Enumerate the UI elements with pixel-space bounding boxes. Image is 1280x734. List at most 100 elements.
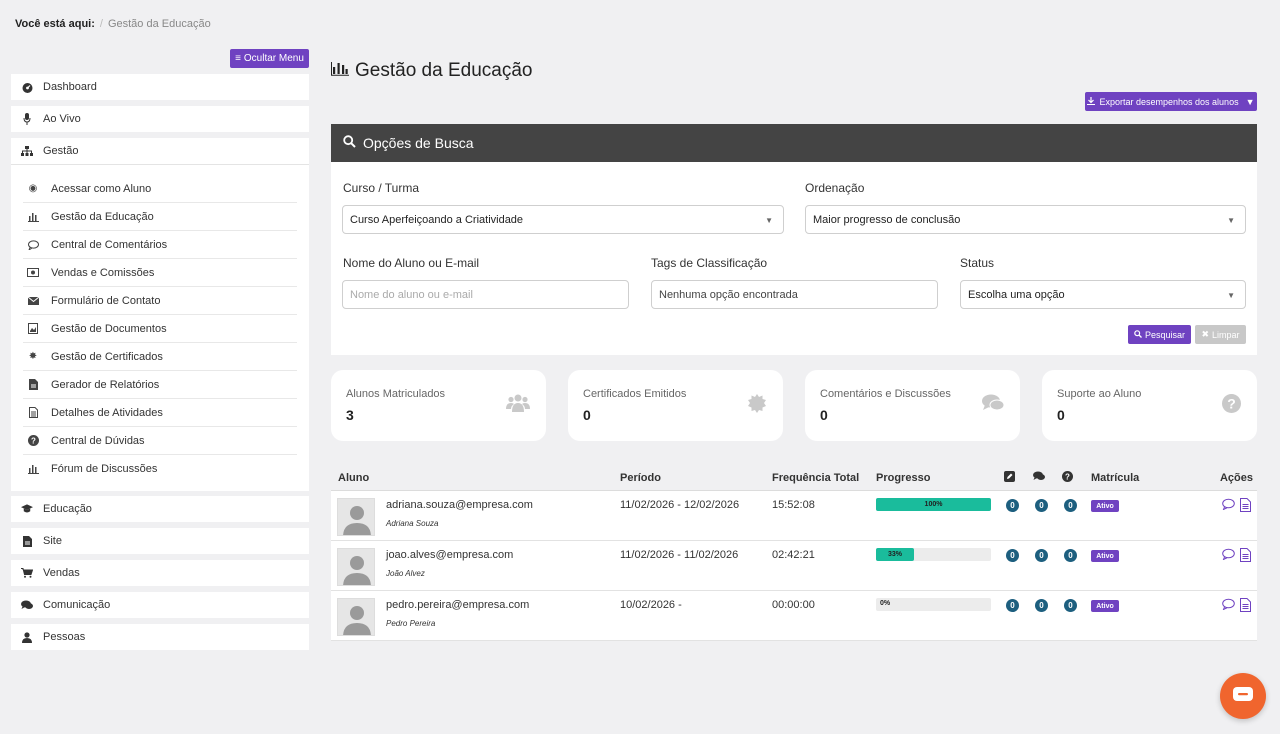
comment-icon: [27, 239, 39, 250]
tags-input[interactable]: Nenhuma opção encontrada: [651, 280, 938, 309]
sidebar-item-dashboard[interactable]: Dashboard: [11, 74, 309, 100]
edits-count: 0: [1006, 599, 1019, 612]
hide-menu-button[interactable]: ≡ Ocultar Menu: [230, 49, 309, 68]
student-email[interactable]: joao.alves@empresa.com: [386, 549, 514, 561]
sidebar-item-label: Ao Vivo: [43, 113, 81, 125]
users-icon: [506, 394, 530, 415]
bar-chart-icon: [27, 212, 39, 222]
sidebar-item-pessoas[interactable]: Pessoas: [11, 624, 309, 650]
course-select[interactable]: Curso Aperfeiçoando a Criatividade ▼: [342, 205, 784, 234]
sidebar-subitem-formulario[interactable]: Formulário de Contato: [23, 287, 297, 315]
graduation-cap-icon: [21, 504, 33, 514]
comment-icon[interactable]: [1222, 498, 1235, 513]
sidebar-item-label: Vendas: [43, 567, 80, 579]
microphone-icon: [21, 113, 33, 125]
sidebar-subitem-gestao-educacao[interactable]: Gestão da Educação: [23, 203, 297, 231]
money-icon: [27, 268, 39, 277]
sidebar-item-label: Comunicação: [43, 599, 111, 611]
sidebar-subitem-vendas-comissoes[interactable]: Vendas e Comissões: [23, 259, 297, 287]
sidebar-subitem-label: Central de Dúvidas: [51, 434, 145, 447]
page-title-text: Gestão da Educação: [355, 60, 533, 81]
sidebar-subitem-acessar-aluno[interactable]: ◉ Acessar como Aluno: [23, 175, 297, 203]
document-icon[interactable]: [1240, 548, 1251, 565]
student-email[interactable]: pedro.pereira@empresa.com: [386, 599, 530, 611]
course-select-value: Curso Aperfeiçoando a Criatividade: [350, 213, 524, 226]
stat-card-enrolled: Alunos Matriculados 3: [331, 370, 546, 441]
avatar: [337, 548, 375, 586]
table-header: Aluno Período Frequência Total Progresso…: [331, 466, 1257, 491]
document-icon[interactable]: [1240, 498, 1251, 515]
edit-icon: [1004, 471, 1015, 485]
period: 11/02/2026 - 11/02/2026: [620, 549, 739, 561]
comment-icon[interactable]: [1222, 548, 1235, 563]
sidebar-subitem-label: Acessar como Aluno: [51, 182, 152, 195]
period: 10/02/2026 -: [620, 599, 682, 611]
text-file-icon: [27, 407, 39, 418]
sidebar-subitem-atividades[interactable]: Detalhes de Atividades: [23, 399, 297, 427]
stat-label: Comentários e Discussões: [820, 388, 951, 400]
progress-bar: 100%: [876, 498, 991, 511]
status-label: Status: [960, 256, 995, 270]
questions-count: 0: [1064, 599, 1077, 612]
order-select[interactable]: Maior progresso de conclusão ▼: [805, 205, 1246, 234]
clear-button[interactable]: ✖ Limpar: [1195, 325, 1246, 344]
image-file-icon: [27, 323, 39, 334]
header-frequency[interactable]: Frequência Total: [772, 472, 860, 484]
edits-count: 0: [1006, 549, 1019, 562]
sidebar-subitem-label: Gestão de Documentos: [51, 322, 167, 335]
svg-text:?: ?: [1065, 473, 1070, 482]
order-select-value: Maior progresso de conclusão: [813, 213, 961, 226]
sidebar-item-ao-vivo[interactable]: Ao Vivo: [11, 106, 309, 132]
sidebar-subitem-documentos[interactable]: Gestão de Documentos: [23, 315, 297, 343]
status-select[interactable]: Escolha uma opção ▼: [960, 280, 1246, 309]
search-button-label: Pesquisar: [1144, 329, 1186, 340]
header-progress[interactable]: Progresso: [876, 472, 931, 484]
close-icon: ✖: [1201, 329, 1210, 339]
question-icon: ?: [1222, 394, 1241, 416]
stat-value: 0: [583, 407, 591, 423]
cart-icon: [21, 568, 33, 578]
caret-down-icon: ▼: [765, 216, 773, 225]
hamburger-icon: ≡: [235, 53, 241, 64]
sidebar-item-site[interactable]: Site: [11, 528, 309, 554]
header-period[interactable]: Período: [620, 472, 661, 484]
sidebar-item-educacao[interactable]: Educação: [11, 496, 309, 522]
certificate-icon: [747, 394, 767, 417]
status-badge: Ativo: [1091, 550, 1119, 562]
sidebar-subitem-relatorios[interactable]: Gerador de Relatórios: [23, 371, 297, 399]
stat-card-comments: Comentários e Discussões 0: [805, 370, 1020, 441]
sitemap-icon: [21, 145, 33, 157]
progress-bar: 33%: [876, 548, 991, 561]
breadcrumb: Você está aqui: / Gestão da Educação: [15, 18, 211, 30]
sidebar-item-gestao[interactable]: Gestão: [11, 138, 309, 164]
questions-count: 0: [1064, 549, 1077, 562]
header-enrollment[interactable]: Matrícula: [1091, 472, 1140, 484]
document-icon[interactable]: [1240, 598, 1251, 615]
sidebar-subitem-duvidas[interactable]: ? Central de Dúvidas: [23, 427, 297, 455]
comment-icon[interactable]: [1222, 598, 1235, 613]
header-student[interactable]: Aluno: [338, 472, 370, 484]
sidebar-item-label: Educação: [43, 503, 92, 515]
sidebar-item-label: Site: [43, 535, 62, 547]
search-button[interactable]: Pesquisar: [1128, 325, 1191, 344]
student-name-input[interactable]: Nome do aluno ou e-mail: [342, 280, 629, 309]
report-file-icon: [27, 379, 39, 390]
avatar: [337, 598, 375, 636]
chat-widget-button[interactable]: [1220, 673, 1266, 719]
table-row: joao.alves@empresa.com João Alvez 11/02/…: [331, 541, 1257, 591]
student-name: Pedro Pereira: [386, 619, 436, 628]
sidebar-item-vendas[interactable]: Vendas: [11, 560, 309, 586]
sidebar-subitem-comentarios[interactable]: Central de Comentários: [23, 231, 297, 259]
student-name: Adriana Souza: [386, 519, 439, 528]
table-row: adriana.souza@empresa.com Adriana Souza …: [331, 491, 1257, 541]
student-email[interactable]: adriana.souza@empresa.com: [386, 499, 533, 511]
sidebar-subitem-certificados[interactable]: ✸ Gestão de Certificados: [23, 343, 297, 371]
caret-down-icon: ▼: [1227, 291, 1235, 300]
student-name: João Alvez: [386, 569, 425, 578]
export-performance-button[interactable]: Exportar desempenhos dos alunos ▼: [1085, 92, 1257, 111]
sidebar-item-comunicacao[interactable]: Comunicação: [11, 592, 309, 618]
period: 11/02/2026 - 12/02/2026: [620, 499, 740, 511]
sidebar-subitem-forum[interactable]: Fórum de Discussões: [23, 455, 297, 483]
page-title: Gestão da Educação: [331, 60, 532, 82]
student-name-label: Nome do Aluno ou E-mail: [343, 256, 480, 270]
